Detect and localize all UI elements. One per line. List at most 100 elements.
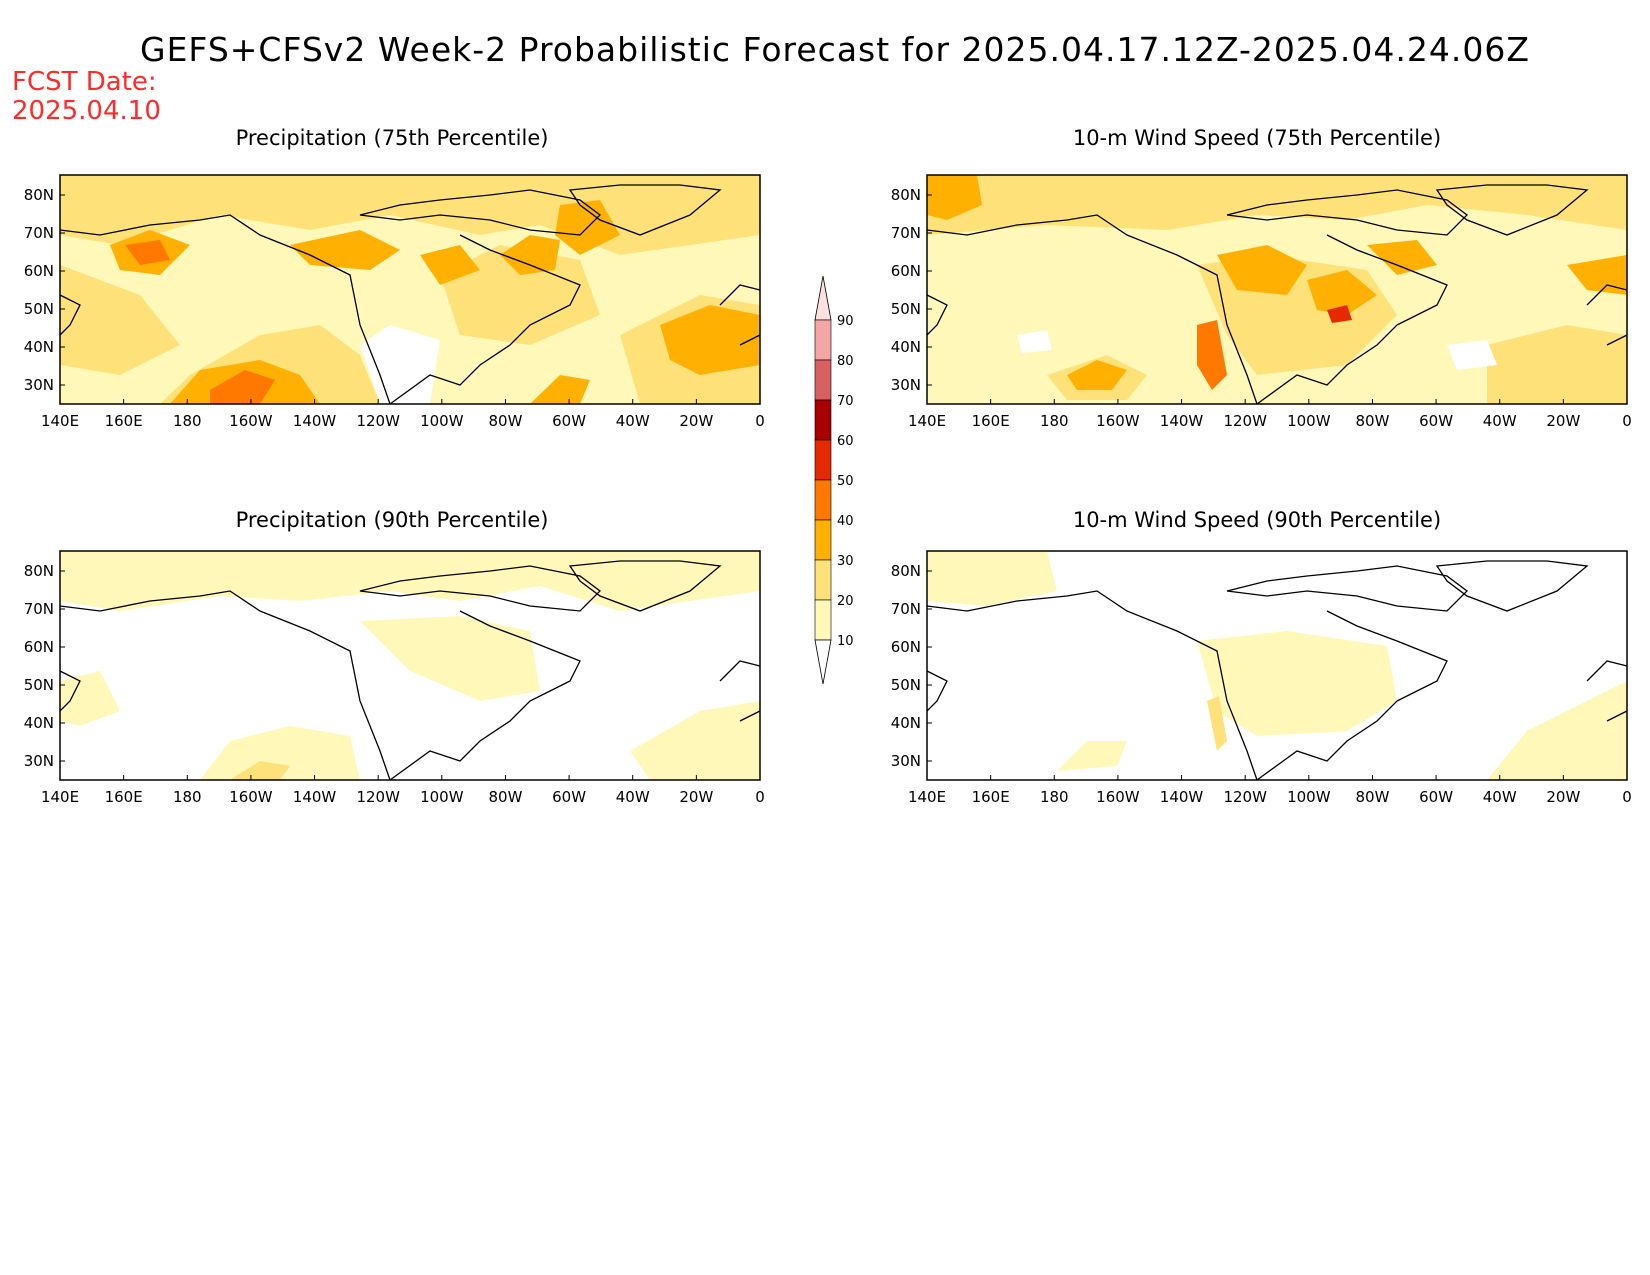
lon-tick-label: 160W [229,412,273,430]
map-precip-90: 140E 160E 180 160W 140W 120W 100W 80W 60W 40W 20W 0… [24,550,765,806]
colorbar-segment [814,319,832,361]
shade-region [660,305,760,375]
lat-tick-label: 60N [24,638,54,656]
coastline [59,560,761,781]
lon-tick-label: 140E [41,788,79,806]
field-wind-75 [927,175,1627,404]
lat-tick-label: 40N [24,714,54,732]
lat-tick-label: 50N [24,300,54,318]
lon-tick-label: 140E [908,412,946,430]
colorbar-label: 50 [837,474,854,489]
lon-tick-label: 180 [1040,788,1069,806]
colorbar-segment [814,439,832,481]
shade-region [1367,240,1437,275]
coastline [926,184,1628,405]
shade-region [60,551,760,611]
lon-tick-label: 60W [1419,412,1453,430]
colorbar: 90 80 70 60 50 40 30 20 10 [814,275,854,685]
shade-region [927,551,1057,606]
lat-tick-label: 40N [891,338,921,356]
lon-tick-label: 160W [1096,412,1140,430]
lon-tick-label: 160E [105,788,143,806]
lon-tick-label: 180 [173,412,202,430]
shade-region [530,375,590,404]
lon-tick-label: 120W [356,788,400,806]
lat-tick-label: 70N [891,224,921,242]
lon-tick-label: 160E [105,412,143,430]
lat-tick-label: 50N [24,676,54,694]
lon-tick-label: 0 [755,412,765,430]
lat-tick-label: 50N [891,676,921,694]
lon-tick-label: 0 [755,788,765,806]
coastline [59,184,761,405]
shade-region [927,175,1627,235]
lon-tick-label: 20W [1546,788,1580,806]
map-frame [926,550,1628,781]
lon-tick-label: 80W [1355,412,1389,430]
panel-title-wind-75: 10-m Wind Speed (75th Percentile) [1072,126,1442,150]
shade-region [290,230,400,270]
colorbar-segment [814,359,832,401]
lat-tick-label: 30N [24,752,54,770]
shade-region [210,370,275,404]
shade-region [60,671,120,726]
shade-region [1327,305,1352,323]
shade-region [360,325,440,404]
shade-region [1197,320,1227,390]
lat-tick-label: 60N [24,262,54,280]
field-precip-90 [60,551,760,780]
lat-tick-label: 70N [24,224,54,242]
lon-tick-label: 180 [173,788,202,806]
field-precip-75 [60,175,760,404]
lon-tick-label: 160E [972,788,1010,806]
colorbar-segment [814,559,832,601]
lat-tick-label: 80N [891,186,921,204]
shade-region [1207,696,1227,751]
shade-region [1017,330,1052,353]
lat-tick-label: 40N [891,714,921,732]
lat-tick-label: 70N [891,600,921,618]
lon-tick-label: 140W [1160,412,1204,430]
lon-tick-label: 80W [1355,788,1389,806]
lon-tick-label: 160W [1096,788,1140,806]
shade-region [60,265,180,375]
lat-tick-label: 60N [891,262,921,280]
lon-tick-label: 140W [293,788,337,806]
lon-tick-label: 100W [420,788,464,806]
lon-tick-label: 160W [229,788,273,806]
lon-tick-label: 160E [972,412,1010,430]
shade-region [125,240,170,265]
colorbar-label: 70 [837,394,854,409]
shade-region [1197,631,1397,736]
lat-tick-label: 40N [24,338,54,356]
shade-region [230,761,290,780]
lon-tick-label: 120W [1223,412,1267,430]
lat-tick-label: 70N [24,600,54,618]
main-title: GEFS+CFSv2 Week-2 Probabilistic Forecast… [140,30,1530,69]
lon-tick-label: 40W [616,788,650,806]
lat-tick-label: 80N [891,562,921,580]
lat-tick-label: 30N [24,376,54,394]
lon-tick-label: 0 [1622,788,1632,806]
coastline [926,560,1628,781]
lon-tick-label: 20W [679,412,713,430]
shade-region [360,616,540,701]
lon-tick-label: 120W [1223,788,1267,806]
map-precip-75: 140E 160E 180 160W 140W 120W 100W 80W 60W 40W 20W 0… [24,174,765,430]
colorbar-label: 40 [837,514,854,529]
lon-tick-label: 100W [1287,788,1331,806]
colorbar-bottom-arrow [814,639,832,685]
lon-tick-label: 40W [1483,412,1517,430]
shade-region [1307,270,1377,315]
lat-tick-label: 30N [891,376,921,394]
colorbar-label: 90 [837,314,854,329]
lon-tick-label: 80W [488,412,522,430]
lon-tick-label: 80W [488,788,522,806]
shade-region [927,175,982,220]
shade-region [1487,681,1627,780]
shade-region [1217,245,1307,295]
colorbar-segment [814,399,832,441]
lon-tick-label: 140W [293,412,337,430]
shade-region [1067,360,1127,390]
colorbar-label: 60 [837,434,854,449]
